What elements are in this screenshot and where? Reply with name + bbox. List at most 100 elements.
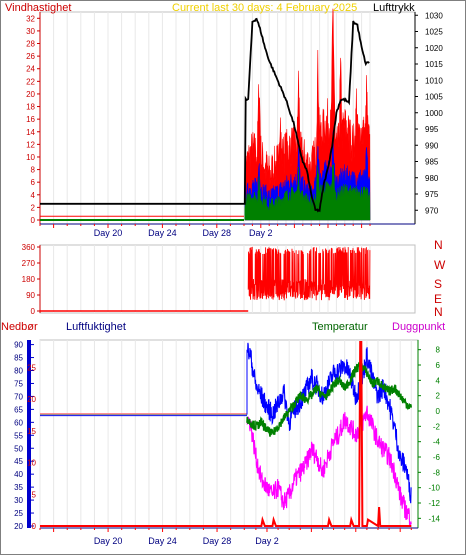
right-tick-label: 975: [425, 190, 439, 199]
temp-tick-label: -10: [428, 484, 440, 493]
temp-tick-label: -4: [433, 438, 441, 447]
left-tick-label: 2: [31, 203, 36, 212]
left-tick-label: 12: [26, 140, 35, 149]
left-tick-label: 360: [22, 243, 36, 252]
humidity-tick-label: 60: [14, 418, 23, 427]
humidity-tick-label: 80: [14, 367, 23, 376]
temp-tick-label: 0: [436, 407, 441, 416]
direction-label-n-top: N: [434, 238, 443, 252]
humidity-tick-label: 40: [14, 470, 23, 479]
direction-label-n-bottom: N: [434, 305, 443, 319]
left-tick-label: 20: [26, 90, 35, 99]
right-tick-label: 990: [425, 141, 439, 150]
temp-tick-label: -6: [433, 453, 441, 462]
humidity-tick-label: 65: [14, 405, 23, 414]
x-tick-label: Day 28: [203, 228, 232, 238]
dewpoint-series: [246, 405, 412, 527]
humidity-tick-label: 90: [14, 341, 23, 350]
wind-direction-series: [247, 246, 371, 301]
x-tick-label: Day 20: [94, 228, 123, 238]
x-tick-label: Day 2: [249, 228, 273, 238]
left-tick-label: 6: [31, 178, 36, 187]
humidity-tick-label: 45: [14, 457, 23, 466]
precip-tick-label: 15: [27, 427, 36, 436]
left-tick-label: 32: [26, 14, 35, 23]
temperature-series: [246, 358, 412, 437]
left-tick-label: 28: [26, 40, 35, 49]
chart-title: Current last 30 days: 4 February 2025: [172, 2, 357, 14]
temp-tick-label: 2: [436, 392, 441, 401]
left-tick-label: 14: [26, 128, 35, 137]
x-tick-label: Day 24: [148, 536, 177, 546]
right-tick-label: 1000: [425, 109, 443, 118]
left-tick-label: 180: [22, 275, 36, 284]
right-tick-label: 1010: [425, 76, 443, 85]
humidity-tick-label: 55: [14, 431, 23, 440]
gust-series: [244, 8, 371, 221]
humidity-tick-label: 20: [14, 522, 23, 531]
precip-tick-label: 10: [27, 459, 36, 468]
right-tick-label: 970: [425, 206, 439, 215]
left-tick-label: 270: [22, 259, 36, 268]
precipitation-label: Nedbør: [1, 321, 38, 333]
min-wind-series: [244, 164, 371, 221]
temp-tick-label: -8: [433, 468, 441, 477]
wind-direction-panel: 0 90 180 270 360: [22, 243, 416, 316]
temp-tick-label: -12: [428, 499, 440, 508]
left-tick-label: 16: [26, 115, 35, 124]
left-tick-label: 24: [26, 65, 35, 74]
precip-tick-label: 20: [27, 395, 36, 404]
right-tick-label: 980: [425, 174, 439, 183]
temp-tick-label: 4: [436, 376, 441, 385]
left-tick-label: 0: [31, 216, 36, 225]
temp-tick-label: 8: [436, 346, 441, 355]
dewpoint-label: Duggpunkt: [392, 321, 445, 333]
left-tick-label: 30: [26, 27, 35, 36]
humidity-temperature-panel: 2025303540455055606570758085900510152025…: [14, 339, 441, 546]
left-tick-label: 4: [31, 191, 36, 200]
precip-tick-label: 0: [32, 522, 37, 531]
pressure-label: Lufttrykk: [373, 2, 415, 14]
humidity-tick-label: 50: [14, 444, 23, 453]
humidity-series: [247, 342, 412, 504]
pressure-series: [40, 17, 370, 213]
right-tick-label: 1005: [425, 93, 443, 102]
right-tick-label: 1020: [425, 44, 443, 53]
humidity-label: Luftfuktighet: [66, 321, 126, 333]
humidity-tick-label: 70: [14, 392, 23, 401]
x-tick-label: Day 20: [94, 536, 123, 546]
left-tick-label: 22: [26, 77, 35, 86]
right-tick-label: 1030: [425, 11, 443, 20]
precip-tick-label: 5: [32, 490, 37, 499]
x-tick-label: Day 2: [255, 536, 279, 546]
left-tick-label: 26: [26, 52, 35, 61]
x-tick-label: Day 24: [148, 228, 177, 238]
temperature-label: Temperatur: [312, 321, 368, 333]
wind-pressure-panel: 0246810121416182022242628303297097598098…: [26, 8, 443, 238]
humidity-axis: [27, 340, 31, 528]
left-tick-label: 8: [31, 166, 36, 175]
left-tick-label: 10: [26, 153, 35, 162]
direction-label-e: E: [434, 292, 442, 306]
direction-label-s: S: [434, 277, 442, 291]
precip-tick-label: 25: [27, 363, 36, 372]
humidity-tick-label: 35: [14, 483, 23, 492]
right-tick-label: 985: [425, 158, 439, 167]
right-tick-label: 1025: [425, 28, 443, 37]
right-tick-label: 1015: [425, 60, 443, 69]
precipitation-series: [40, 341, 412, 528]
left-tick-label: 0: [31, 307, 36, 316]
right-tick-label: 995: [425, 125, 439, 134]
temp-tick-label: -14: [428, 514, 440, 523]
left-tick-label: 90: [26, 291, 35, 300]
humidity-tick-label: 75: [14, 379, 23, 388]
wind-speed-label: Vindhastighet: [5, 2, 71, 14]
humidity-tick-label: 85: [14, 354, 23, 363]
temp-tick-label: 6: [436, 361, 441, 370]
x-tick-label: Day 28: [203, 536, 232, 546]
temp-tick-label: -2: [433, 422, 441, 431]
left-tick-label: 18: [26, 103, 35, 112]
humidity-tick-label: 25: [14, 509, 23, 518]
humidity-tick-label: 30: [14, 496, 23, 505]
